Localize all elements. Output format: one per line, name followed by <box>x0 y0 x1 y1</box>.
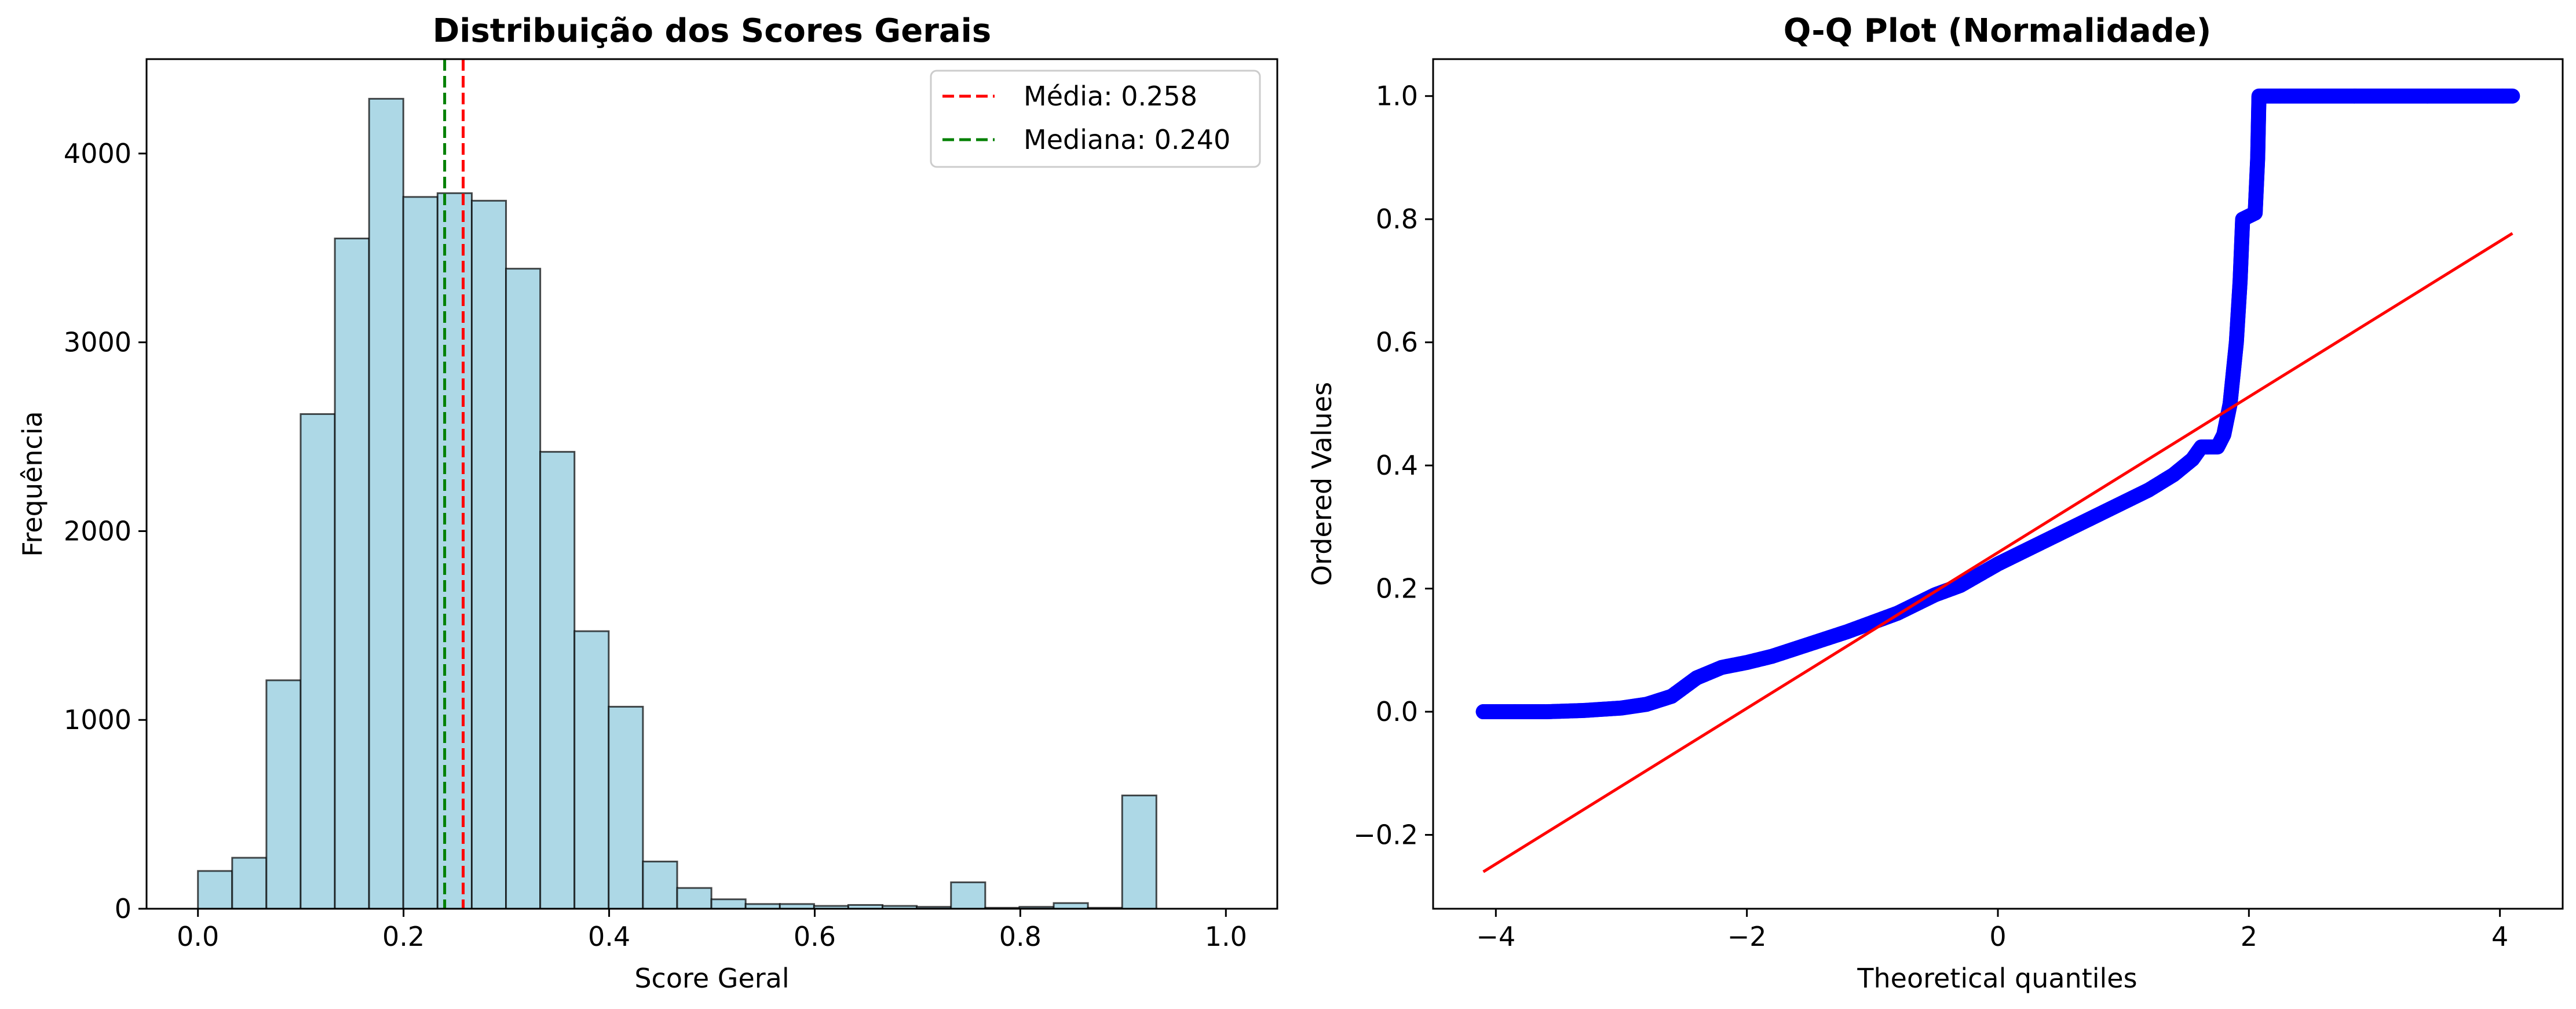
y-tick-label: 0.6 <box>1376 327 1418 358</box>
histogram-title: Distribuição dos Scores Gerais <box>433 12 991 50</box>
histogram-legend: Média: 0.258 Mediana: 0.240 <box>930 70 1261 168</box>
histogram-bar <box>642 861 678 910</box>
x-tick-label: 0 <box>1989 921 2006 952</box>
qq-x-axis-label: Theoretical quantiles <box>1857 963 2137 994</box>
histogram-bar <box>231 857 268 910</box>
legend-box <box>930 70 1261 168</box>
x-tick-label: 0.4 <box>588 921 630 952</box>
histogram-bar <box>436 192 473 910</box>
x-tick-label: 0.8 <box>999 921 1042 952</box>
histogram-bar <box>197 870 233 910</box>
qq-point <box>1475 704 1491 720</box>
x-tick-label: 4 <box>2491 921 2508 952</box>
x-tick-label: 0.0 <box>177 921 219 952</box>
histogram-bar <box>573 630 610 910</box>
y-tick-label: 0.2 <box>1376 573 1418 604</box>
y-tick-label: 3000 <box>64 327 131 358</box>
y-tick-label: −0.2 <box>1353 819 1418 851</box>
histogram-y-ticks: 0 1000 2000 3000 4000 <box>64 138 147 924</box>
histogram-y-axis-label: Frequência <box>17 411 48 556</box>
histogram-bar <box>676 887 712 910</box>
histogram-bar <box>505 268 542 910</box>
y-tick-label: 1000 <box>64 704 131 735</box>
histogram-bar <box>334 237 370 910</box>
y-tick-label: 0.8 <box>1376 203 1418 235</box>
histogram-bar <box>608 705 644 910</box>
x-tick-label: −2 <box>1727 921 1767 952</box>
y-tick-label: 2000 <box>64 515 131 547</box>
legend-median-label: Mediana: 0.240 <box>1024 124 1230 155</box>
histogram-bar <box>265 679 302 910</box>
histogram-chart: Distribuição dos Scores Gerais 0.0 0.2 0.4… <box>17 12 1278 994</box>
y-tick-label: 4000 <box>64 138 131 169</box>
histogram-x-axis-label: Score Geral <box>634 963 789 994</box>
x-tick-label: −4 <box>1476 921 1515 952</box>
histogram-x-ticks: 0.0 0.2 0.4 0.6 0.8 1.0 <box>177 909 1247 952</box>
histogram-bar <box>470 199 507 910</box>
x-tick-label: 2 <box>2241 921 2257 952</box>
qq-plot-title: Q-Q Plot (Normalidade) <box>1784 12 2212 50</box>
y-tick-label: 0 <box>115 893 131 924</box>
y-tick-label: 0.0 <box>1376 696 1418 727</box>
histogram-bars <box>197 97 1157 910</box>
histogram-bar <box>402 196 439 910</box>
histogram-bar <box>710 898 747 910</box>
histogram-bar <box>950 881 986 910</box>
qq-reference-line <box>1482 232 2513 873</box>
y-tick-label: 1.0 <box>1376 81 1418 112</box>
qq-x-ticks: −4 −2 0 2 4 <box>1476 909 2508 952</box>
x-tick-label: 0.2 <box>382 921 425 952</box>
histogram-bar <box>539 451 576 910</box>
x-tick-label: 0.6 <box>794 921 836 952</box>
qq-y-ticks: −0.2 0.0 0.2 0.4 0.6 0.8 1.0 <box>1353 81 1433 851</box>
y-tick-label: 0.4 <box>1376 450 1418 481</box>
histogram-reference-lines <box>443 59 465 909</box>
x-tick-label: 1.0 <box>1205 921 1247 952</box>
legend-mean-label: Média: 0.258 <box>1024 81 1197 112</box>
histogram-bar <box>1121 795 1157 910</box>
histogram-bar <box>299 413 336 910</box>
qq-sample-points <box>1475 88 2520 720</box>
histogram-bar <box>368 97 404 910</box>
qq-point <box>1507 704 1522 720</box>
qq-y-axis-label: Ordered Values <box>1306 382 1338 586</box>
qq-plot-chart: Q-Q Plot (Normalidade) −4 −2 0 2 4 −0.2 0.0 0.… <box>1306 12 2564 994</box>
histogram-axes-frame <box>145 58 1278 910</box>
qq-point <box>2505 88 2520 104</box>
